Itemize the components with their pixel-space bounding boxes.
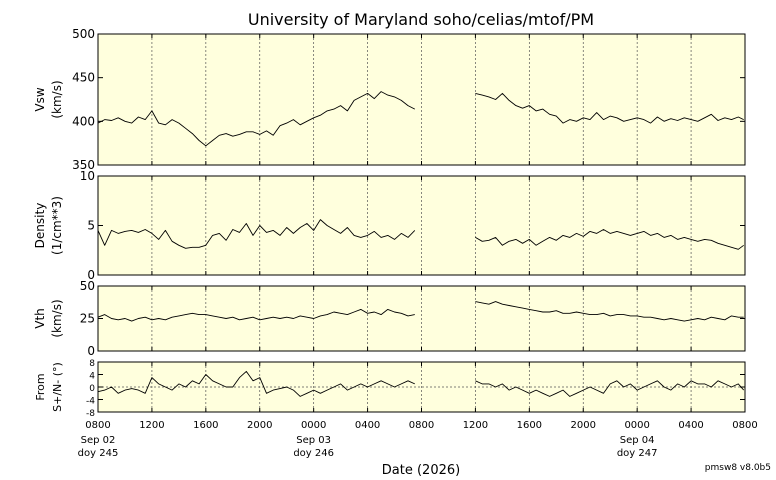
series-line-1 <box>475 92 744 124</box>
y-tick-label: 5 <box>87 219 95 233</box>
series-line-1 <box>475 301 744 322</box>
y-tick-label: 0 <box>87 344 95 358</box>
x-date-label: Sep 03 <box>296 435 331 446</box>
panel-0: 350 400 450 500 Vsw (km/s) <box>33 27 746 172</box>
x-date-label: Sep 02 <box>81 435 116 446</box>
y-axis-label: Vsw <box>33 87 47 111</box>
chart-title: University of Maryland soho/celias/mtof/… <box>248 10 594 29</box>
x-tick-label: 0800 <box>85 420 110 431</box>
y-tick-label: -8 <box>86 409 95 419</box>
y-tick-label: 450 <box>72 71 95 85</box>
x-tick-label: 1600 <box>193 420 218 431</box>
panel-frame <box>97 33 746 166</box>
panel-3: -8 -4 0 4 8 From S+/N- (°) <box>34 359 746 419</box>
panel-2: 0 25 50 Vth (km/s) <box>33 279 746 358</box>
x-axis-label: Date (2026) <box>382 463 460 478</box>
x-tick-label: 0000 <box>301 420 326 431</box>
x-tick-label: 2000 <box>247 420 272 431</box>
y-tick-label: 10 <box>80 169 95 183</box>
y-tick-label: 8 <box>89 359 95 369</box>
y-axis-label: S+/N- (°) <box>51 362 64 412</box>
series-line-0 <box>97 91 416 147</box>
series-line-0 <box>97 370 415 397</box>
series-line-0 <box>97 219 416 249</box>
x-tick-label: 1200 <box>463 420 488 431</box>
y-axis-label: (km/s) <box>50 299 64 337</box>
series-line-1 <box>475 229 744 250</box>
y-tick-label: 4 <box>89 372 95 382</box>
x-tick-label: 1600 <box>517 420 542 431</box>
series-line-0 <box>97 308 415 322</box>
y-tick-label: 400 <box>72 114 95 128</box>
y-axis-label: Vth <box>33 308 47 329</box>
y-axis-label: (km/s) <box>50 80 64 118</box>
x-tick-label: 0000 <box>624 420 649 431</box>
panel-frame <box>97 285 746 352</box>
y-tick-label: -4 <box>86 397 95 407</box>
panel-frame <box>97 361 746 413</box>
y-tick-label: 0 <box>89 384 95 394</box>
x-tick-label: 0800 <box>409 420 434 431</box>
y-tick-label: 50 <box>80 279 95 293</box>
y-tick-label: 500 <box>72 27 95 41</box>
x-tick-label: 1200 <box>139 420 164 431</box>
x-axis: 0800 Sep 02 doy 245 1200 1600 2000 0000 Sep 03 d… <box>78 420 758 459</box>
x-date-label: doy 246 <box>293 448 334 459</box>
x-date-label: doy 245 <box>78 448 119 459</box>
y-axis-label: Density <box>33 203 47 249</box>
panel-1: 0 5 10 Density (1/cm**3) <box>33 169 746 282</box>
x-tick-label: 0400 <box>678 420 703 431</box>
x-date-label: Sep 04 <box>620 435 655 446</box>
panel-frame <box>97 175 746 276</box>
x-tick-label: 2000 <box>571 420 596 431</box>
y-tick-label: 0 <box>87 268 95 282</box>
y-tick-label: 350 <box>72 158 95 172</box>
x-tick-label: 0400 <box>355 420 380 431</box>
series-line-1 <box>475 380 745 397</box>
y-axis-label: From <box>34 373 47 400</box>
y-tick-label: 25 <box>80 312 95 326</box>
x-tick-label: 0800 <box>732 420 757 431</box>
x-date-label: doy 247 <box>617 448 658 459</box>
y-axis-label: (1/cm**3) <box>50 196 64 255</box>
footer-version: pmsw8 v8.0b5 <box>705 463 771 473</box>
